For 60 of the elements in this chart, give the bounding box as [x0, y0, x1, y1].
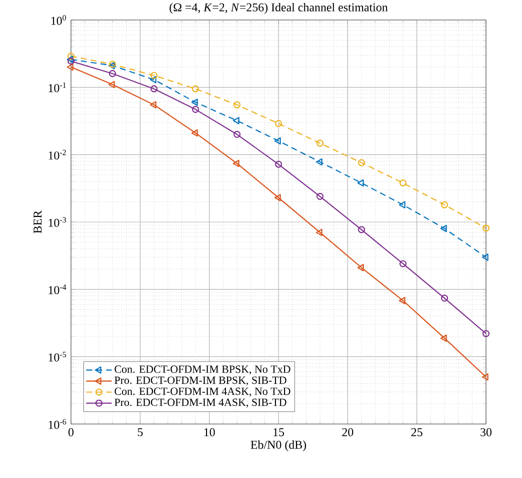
point	[274, 137, 281, 145]
y-tick-label: 10$^{0}$	[51, 15, 66, 25]
point	[358, 159, 366, 166]
point	[316, 228, 322, 236]
point	[274, 194, 281, 202]
point	[108, 70, 116, 78]
point	[316, 140, 324, 147]
point	[482, 373, 488, 381]
point	[192, 106, 200, 113]
point	[440, 334, 447, 342]
x-tick-label: 25	[411, 428, 422, 436]
point	[66, 63, 74, 71]
point	[150, 72, 158, 80]
x-tick-label: 5	[138, 428, 143, 436]
point	[440, 224, 447, 232]
chart-title: (Ω =4, K=2, N=256) Ideal channel estimation	[170, 2, 388, 14]
point	[482, 224, 490, 232]
point	[67, 52, 75, 60]
point	[232, 116, 240, 124]
point	[482, 254, 488, 261]
point	[358, 226, 366, 234]
point	[398, 296, 406, 304]
point	[233, 101, 241, 108]
point	[192, 85, 200, 92]
x-tick-label: 0	[68, 428, 74, 436]
point	[233, 130, 241, 138]
x-axis-title: Eb/N0 (dB)	[250, 440, 306, 452]
point	[150, 85, 158, 92]
y-tick-label: 10$^{-2}$	[48, 150, 66, 160]
y-tick-label: 10$^{-5}$	[48, 352, 66, 362]
point	[150, 76, 156, 84]
point	[232, 160, 240, 168]
point	[440, 294, 448, 302]
point	[274, 160, 282, 168]
x-tick-label: 10	[204, 428, 215, 436]
point	[357, 264, 364, 272]
point	[274, 120, 282, 128]
y-tick-label: 10$^{-4}$	[48, 284, 66, 294]
point	[108, 80, 115, 88]
point	[440, 201, 448, 208]
point	[316, 158, 322, 166]
x-tick-label: 15	[274, 428, 284, 436]
legend-label: Pro. EDCT-OFDM-IM BPSK, SIB-TD	[114, 376, 286, 386]
legend-label: Con. EDCT-OFDM-IM 4ASK, No TxD	[114, 388, 290, 397]
point	[150, 101, 156, 108]
point	[399, 260, 407, 268]
point	[398, 201, 406, 208]
point	[191, 129, 198, 137]
x-tick-label: 30	[480, 428, 492, 436]
legend-label: Pro. EDCT-OFDM-IM 4ASK, SIB-TD	[114, 398, 286, 408]
y-tick-label: 10$^{-3}$	[48, 217, 66, 227]
point	[399, 179, 407, 187]
y-tick-label: 10$^{-6}$	[48, 419, 66, 429]
point	[316, 192, 324, 200]
y-tick-label: 10$^{-1}$	[48, 82, 66, 92]
point	[191, 98, 198, 106]
legend-label: Con. EDCT-OFDM-IM BPSK, No TxD	[114, 366, 290, 374]
x-tick-label: 20	[342, 428, 354, 436]
point	[357, 179, 364, 187]
y-axis-title: BER	[34, 210, 42, 234]
